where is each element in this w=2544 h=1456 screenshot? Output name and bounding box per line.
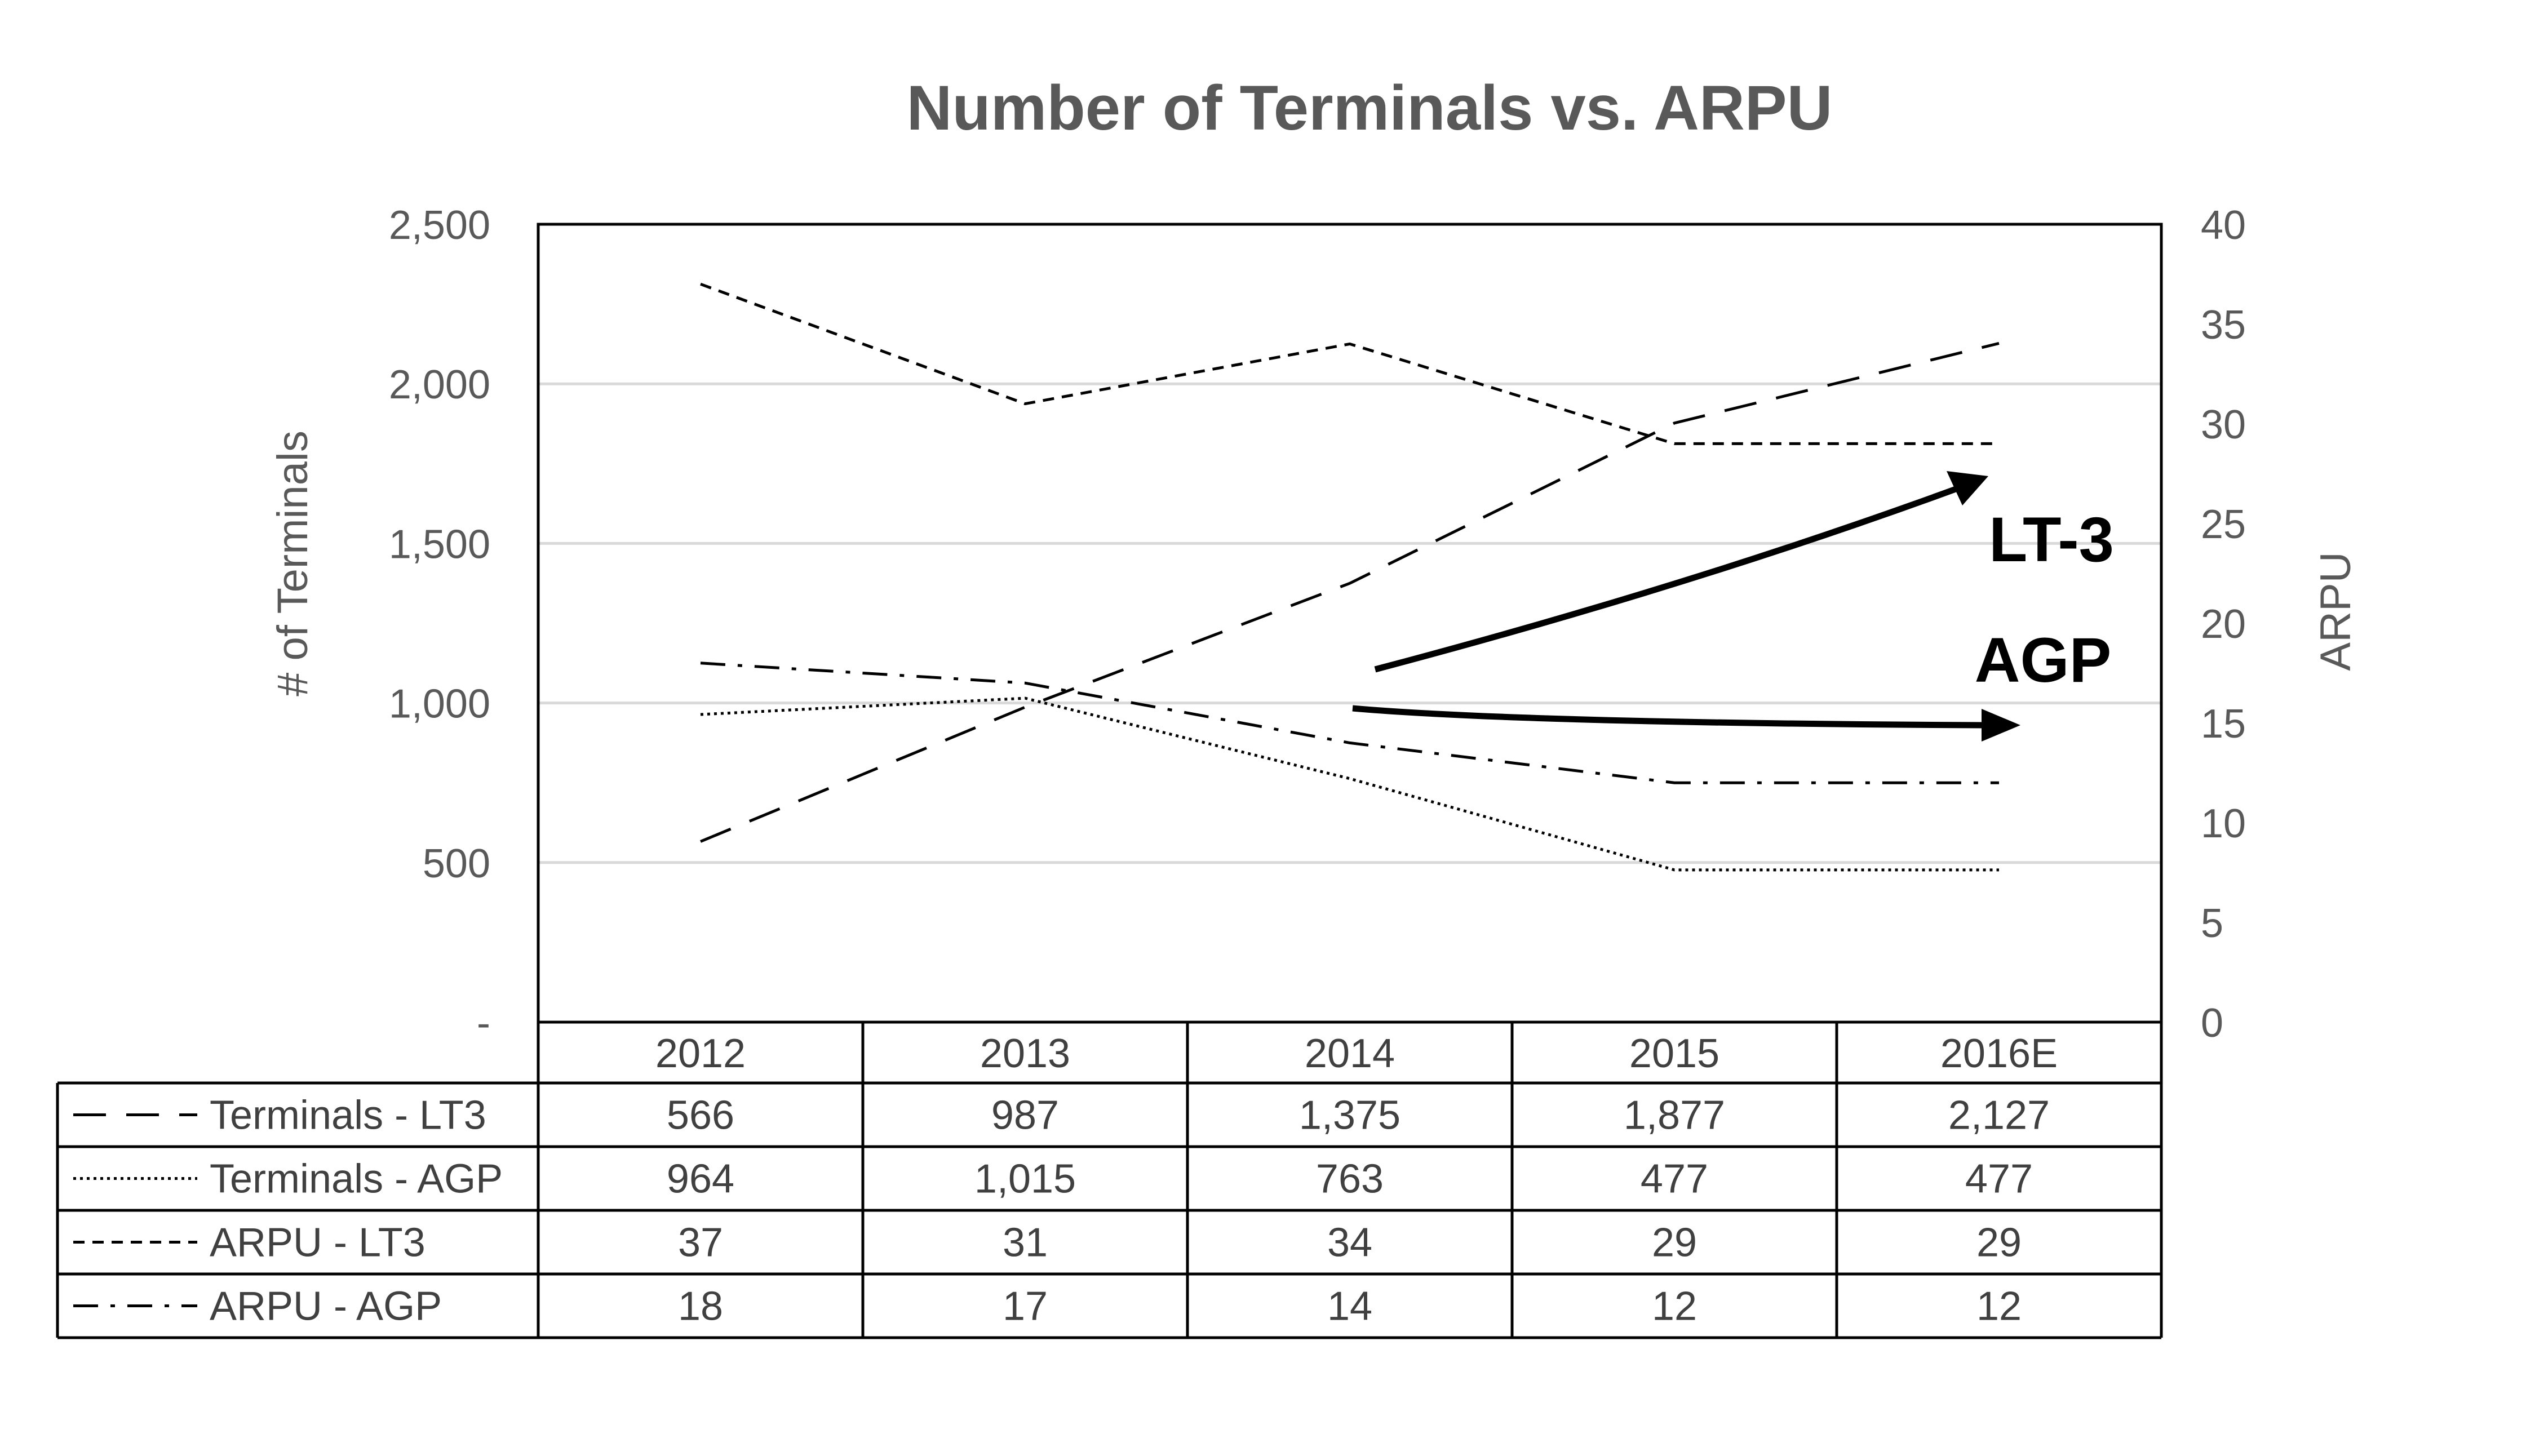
lt3-arrowhead-icon	[1947, 471, 1988, 505]
table-cell-value: 1,877	[1624, 1093, 1725, 1138]
series-line-arpu-lt3	[700, 282, 1999, 445]
right-tick-label: 20	[2201, 602, 2246, 647]
table-cell-value: 12	[1976, 1284, 2022, 1329]
agp-trend-arrow	[1352, 705, 1984, 729]
series-line-terminals-lt3	[700, 341, 2000, 843]
right-tick-label: 25	[2201, 502, 2246, 547]
table-cell-value: 14	[1327, 1284, 1372, 1329]
table-cell-value: 29	[1976, 1220, 2022, 1266]
right-tick-label: 35	[2201, 303, 2246, 348]
table-cell-value: 566	[667, 1093, 734, 1138]
right-tick-label: 0	[2201, 1001, 2223, 1046]
right-tick-label: 40	[2201, 203, 2246, 248]
table-cell-value: 2,127	[1948, 1093, 2050, 1138]
right-tick-label: 10	[2201, 801, 2246, 846]
table-cell-value: 964	[667, 1157, 734, 1202]
right-tick-label: 5	[2201, 901, 2223, 946]
table-row-label: Terminals - AGP	[210, 1157, 503, 1202]
table-cell-value: 31	[1003, 1220, 1048, 1266]
left-tick-label: 2,000	[389, 362, 490, 407]
right-axis-ticks: 0 5 10 15 20 25 30 35 40	[2201, 203, 2246, 1046]
series-line-arpu-agp	[700, 662, 1999, 784]
data-table: 2012 2013 2014 2015 2016E Terminals - LT3 566 9…	[56, 1022, 2163, 1339]
left-tick-label: -	[477, 1001, 490, 1046]
table-cell-value: 18	[678, 1284, 723, 1329]
annotation-agp: AGP	[1975, 625, 2112, 695]
table-cell-value: 29	[1652, 1220, 1697, 1266]
left-tick-label: 2,500	[389, 203, 490, 248]
table-cell-value: 477	[1641, 1157, 1708, 1202]
trend-annotations: LT-3 AGP	[1352, 471, 2114, 742]
table-cell-value: 34	[1327, 1220, 1372, 1266]
series-lines	[700, 282, 2000, 872]
x-category-label: 2013	[980, 1031, 1070, 1076]
left-axis-ticks: - 500 1,000 1,500 2,000 2,500	[389, 203, 490, 1046]
table-cell-value: 763	[1316, 1157, 1384, 1202]
left-tick-label: 1,000	[389, 682, 490, 727]
left-tick-label: 500	[423, 841, 490, 886]
right-axis-title: ARPU	[2312, 552, 2360, 671]
x-category-label: 2016E	[1940, 1031, 2058, 1076]
table-row-label: ARPU - LT3	[210, 1220, 426, 1266]
agp-arrowhead-icon	[1982, 709, 2020, 742]
table-cell-value: 1,015	[974, 1157, 1076, 1202]
right-tick-label: 30	[2201, 402, 2246, 447]
table-cell-value: 17	[1003, 1284, 1048, 1329]
chart-title: Number of Terminals vs. ARPU	[906, 73, 1832, 143]
plot-area-frame	[537, 223, 2163, 1024]
table-cell-value: 37	[678, 1220, 723, 1266]
left-tick-label: 1,500	[389, 522, 490, 567]
x-category-label: 2014	[1305, 1031, 1395, 1076]
x-category-label: 2012	[655, 1031, 746, 1076]
lt3-trend-arrow	[1374, 486, 1957, 673]
x-category-label: 2015	[1629, 1031, 1719, 1076]
table-cell-value: 12	[1652, 1284, 1697, 1329]
table-row-label: Terminals - LT3	[210, 1093, 486, 1138]
right-tick-label: 15	[2201, 702, 2246, 747]
table-cell-value: 987	[991, 1093, 1059, 1138]
series-line-terminals-agp	[700, 696, 1999, 872]
table-row-label: ARPU - AGP	[210, 1284, 442, 1329]
table-cell-value: 477	[1965, 1157, 2033, 1202]
left-axis-title: # of Terminals	[269, 430, 317, 696]
table-cell-value: 1,375	[1299, 1093, 1400, 1138]
gridlines	[538, 382, 2161, 864]
annotation-lt3: LT-3	[1989, 504, 2114, 575]
